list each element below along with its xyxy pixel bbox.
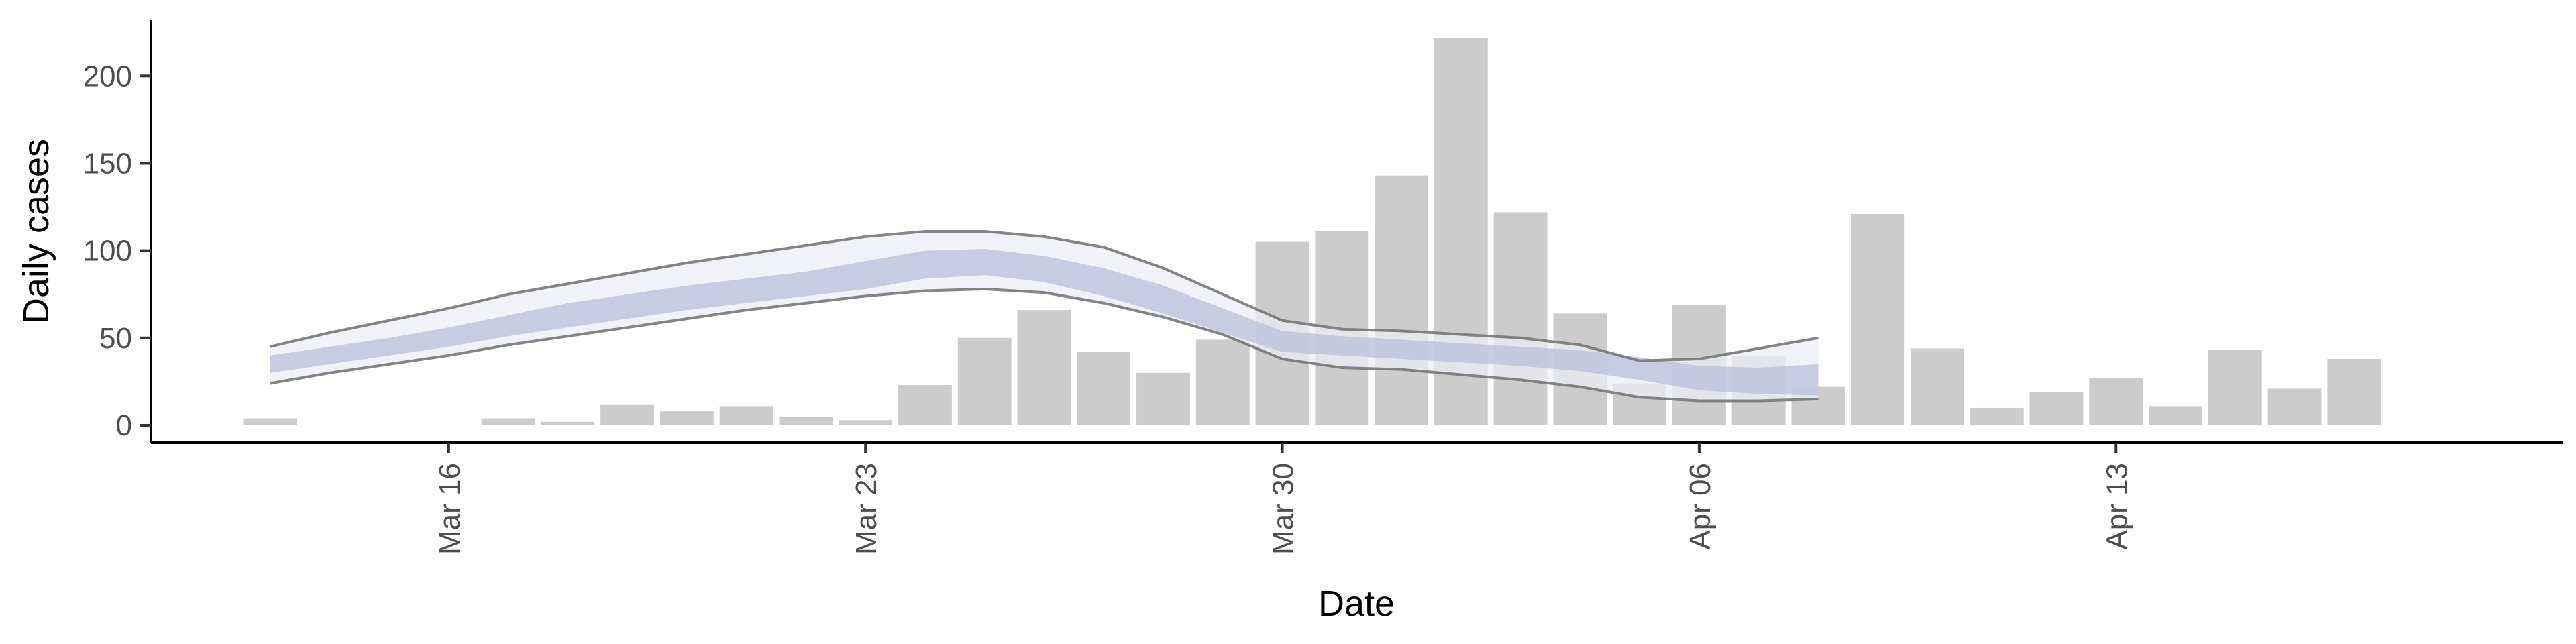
bar xyxy=(1851,213,1905,425)
y-tick-label: 100 xyxy=(83,235,132,268)
y-ticks: 0 50 100 150 200 xyxy=(83,60,151,442)
bar xyxy=(2208,350,2262,425)
bar xyxy=(2149,406,2202,425)
y-tick-label: 200 xyxy=(83,60,132,93)
bar xyxy=(1077,352,1131,425)
trend-ribbons xyxy=(270,230,1819,402)
bar xyxy=(1970,407,2024,425)
bar xyxy=(481,418,535,425)
bar xyxy=(898,385,952,425)
y-tick-label: 0 xyxy=(116,409,132,442)
x-tick-label: Mar 16 xyxy=(433,463,466,555)
x-axis-title: Date xyxy=(1318,584,1395,624)
x-tick-label: Apr 13 xyxy=(2100,463,2133,550)
axes xyxy=(150,20,2563,444)
inner-ribbon xyxy=(270,249,1819,396)
bar xyxy=(243,418,297,425)
bar xyxy=(1136,372,1190,425)
bar xyxy=(779,416,833,425)
x-tick-label: Mar 30 xyxy=(1267,463,1300,555)
bar xyxy=(957,337,1012,425)
bar xyxy=(2327,359,2381,425)
bar xyxy=(1375,175,1429,425)
bar xyxy=(659,411,714,425)
bar xyxy=(2267,388,2322,425)
x-tick-label: Apr 06 xyxy=(1684,463,1717,550)
bar xyxy=(600,404,655,425)
y-tick-label: 150 xyxy=(83,147,132,180)
bar xyxy=(2089,378,2143,425)
bar xyxy=(1493,212,1548,425)
bar xyxy=(719,406,773,425)
bar xyxy=(2029,392,2084,425)
bar xyxy=(1911,348,1964,425)
x-ticks: Mar 16 Mar 23 Mar 30 Apr 06 Apr 13 xyxy=(433,443,2133,555)
bar-series xyxy=(243,38,2381,425)
bar xyxy=(839,420,893,425)
bar xyxy=(1017,310,1071,425)
lower-bound-line xyxy=(270,287,1819,402)
y-axis-title: Daily cases xyxy=(16,139,56,324)
x-tick-label: Mar 23 xyxy=(850,463,883,555)
y-tick-label: 50 xyxy=(99,322,132,355)
bar xyxy=(1195,339,1250,425)
bar xyxy=(541,421,595,425)
upper-bound-line xyxy=(270,230,1819,362)
